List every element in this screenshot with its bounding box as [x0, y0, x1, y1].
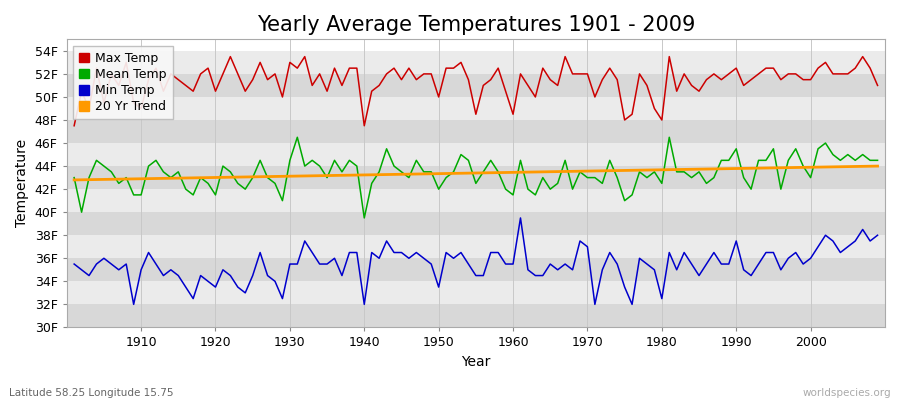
Bar — [67, 235, 885, 258]
X-axis label: Year: Year — [461, 355, 491, 369]
Bar — [67, 258, 885, 281]
Bar — [67, 51, 885, 74]
Text: Latitude 58.25 Longitude 15.75: Latitude 58.25 Longitude 15.75 — [9, 388, 174, 398]
Bar — [67, 166, 885, 189]
Legend: Max Temp, Mean Temp, Min Temp, 20 Yr Trend: Max Temp, Mean Temp, Min Temp, 20 Yr Tre… — [73, 46, 173, 120]
Text: worldspecies.org: worldspecies.org — [803, 388, 891, 398]
Bar — [67, 97, 885, 120]
Bar — [67, 304, 885, 328]
Bar — [67, 120, 885, 143]
Title: Yearly Average Temperatures 1901 - 2009: Yearly Average Temperatures 1901 - 2009 — [256, 15, 695, 35]
Bar — [67, 143, 885, 166]
Bar — [67, 74, 885, 97]
Bar — [67, 212, 885, 235]
Bar — [67, 281, 885, 304]
Y-axis label: Temperature: Temperature — [15, 139, 29, 228]
Bar — [67, 189, 885, 212]
